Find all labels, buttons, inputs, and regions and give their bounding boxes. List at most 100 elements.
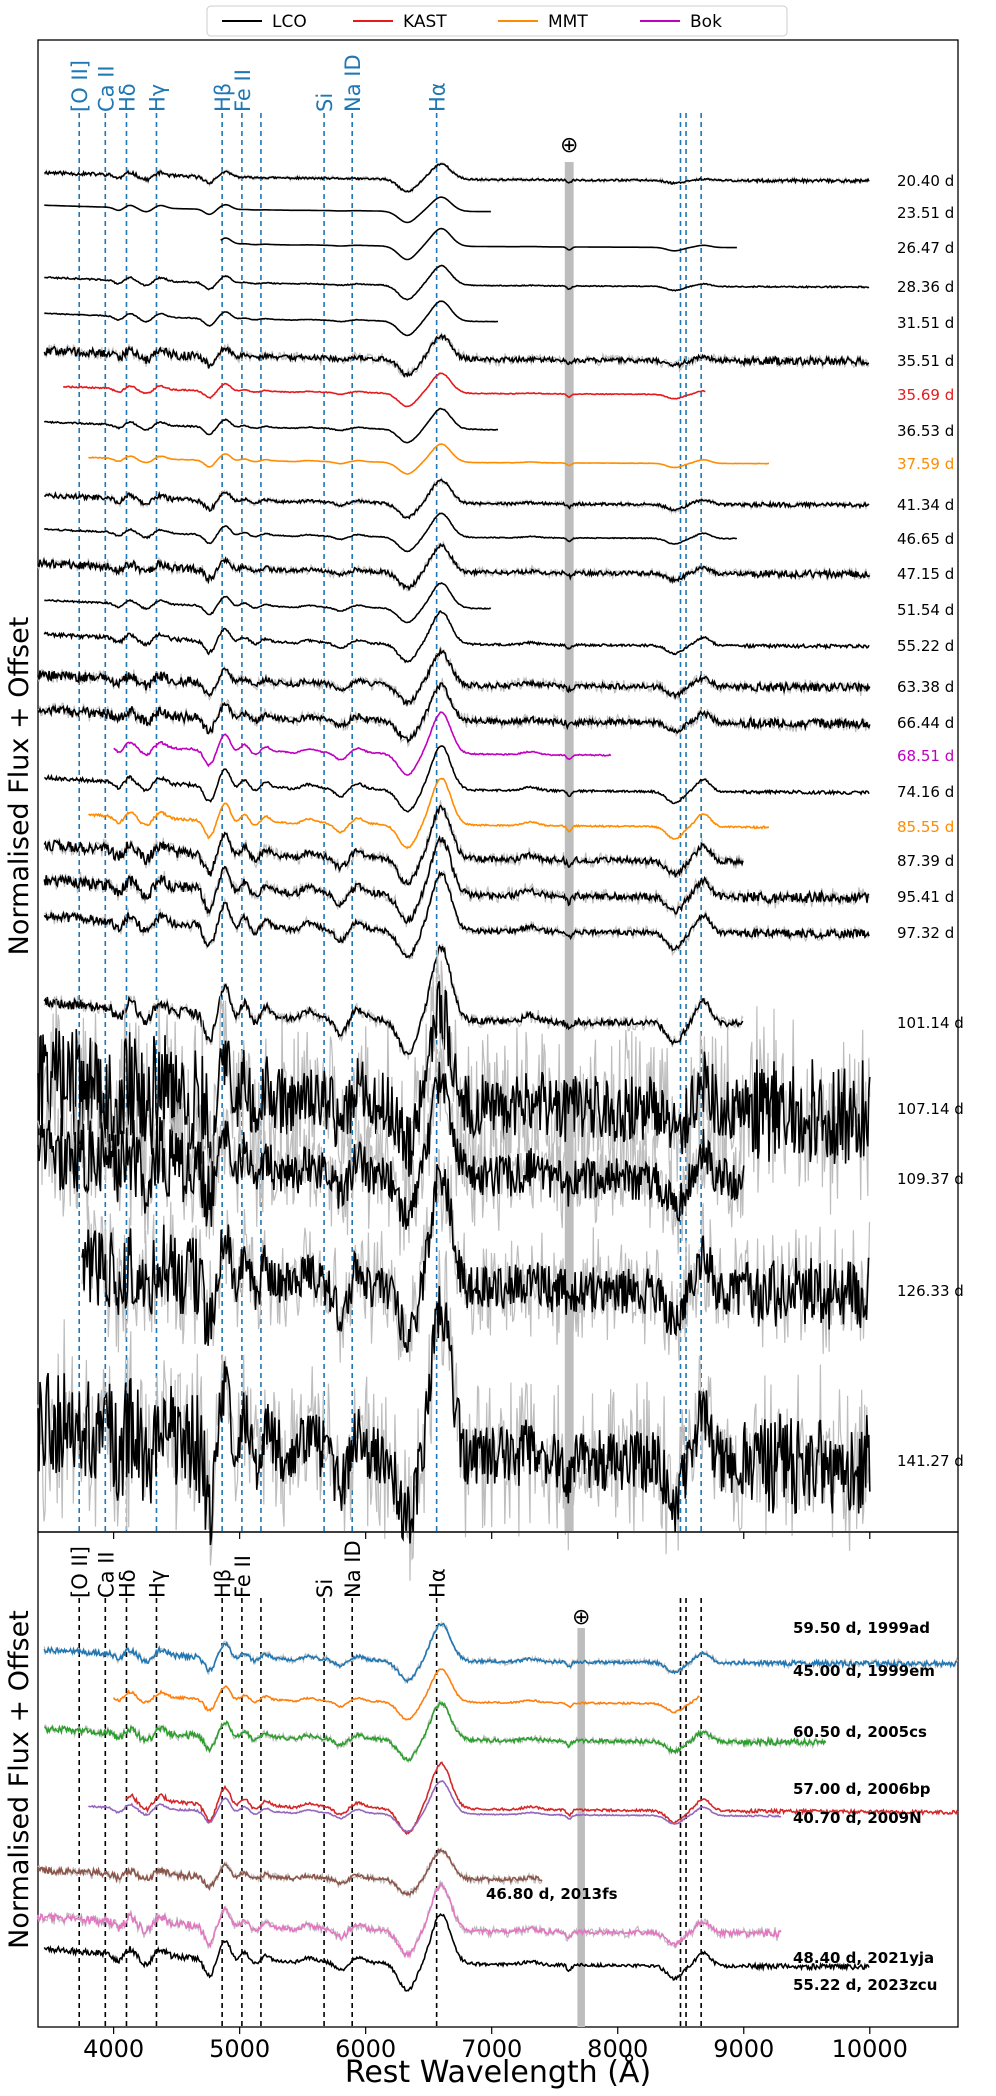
- telluric-symbol: ⊕: [572, 1605, 590, 1630]
- series-label: 31.51 d: [897, 314, 954, 332]
- line-label: Hγ: [145, 1570, 169, 1598]
- spectrum-line: [37, 1061, 745, 1230]
- series-label: 26.47 d: [897, 239, 954, 257]
- x-tick-label: 7000: [461, 2035, 522, 2063]
- series-label: 41.34 d: [897, 496, 954, 514]
- spectrum-line: [43, 834, 870, 925]
- spectrum-line: [112, 1668, 700, 1721]
- line-label: Hβ: [211, 83, 235, 112]
- spectrum-line: [87, 1779, 782, 1834]
- spectrum-line: [88, 777, 770, 850]
- spectrum-line: [43, 804, 744, 886]
- spectrum-line: [44, 196, 491, 224]
- series-label: 141.27 d: [897, 1452, 964, 1470]
- series-label: 85.55 d: [897, 818, 954, 836]
- line-label: Si: [313, 93, 337, 112]
- spectrum-line: [37, 1882, 782, 1960]
- telluric-band: [577, 1628, 585, 2027]
- x-axis-label: Rest Wavelength (Å): [345, 2054, 651, 2090]
- series-label: 59.50 d, 1999ad: [793, 1619, 930, 1637]
- spectrum-line: [44, 1701, 827, 1762]
- series-label: 55.22 d, 2023zcu: [793, 1976, 937, 1994]
- line-label: Si: [313, 1579, 337, 1598]
- line-label: Na ID: [341, 54, 365, 112]
- y-axis-label: Normalised Flux + Offset: [4, 617, 35, 956]
- spectrum-error: [44, 162, 870, 194]
- series-label: 51.54 d: [897, 601, 954, 619]
- spectrum-line: [37, 542, 871, 592]
- series-label: 48.40 d, 2021yja: [793, 1949, 934, 1967]
- x-tick-label: 10000: [832, 2035, 908, 2063]
- series-label: 55.22 d: [897, 637, 954, 655]
- spectrum-line: [43, 944, 744, 1056]
- x-tick-label: 9000: [713, 2035, 774, 2063]
- series-label: 28.36 d: [897, 278, 954, 296]
- spectrum-line: [43, 512, 738, 553]
- series-label: 109.37 d: [897, 1170, 964, 1188]
- spectrum-line: [88, 443, 769, 475]
- series-label: 66.44 d: [897, 714, 954, 732]
- line-label: Hδ: [115, 1569, 139, 1598]
- legend-item: MMT: [498, 12, 588, 32]
- series-label: 57.00 d, 2006bp: [793, 1780, 931, 1798]
- line-label: Na ID: [341, 1540, 365, 1598]
- series-label: 107.14 d: [897, 1100, 964, 1118]
- spectrum-line: [43, 870, 870, 959]
- spectrum-error: [43, 837, 870, 928]
- spectrum-line: [37, 980, 871, 1177]
- spectrum-error: [37, 1880, 782, 1959]
- spectrum-line: [43, 333, 870, 378]
- telluric-symbol: ⊕: [560, 133, 578, 158]
- spectrum-line: [125, 1761, 959, 1836]
- spectrum-line: [37, 682, 871, 744]
- telluric-band: [564, 162, 574, 1532]
- spectrum-line: [44, 264, 870, 301]
- line-label: Hβ: [211, 1569, 235, 1598]
- series-label: 46.65 d: [897, 530, 954, 548]
- spectrum-line: [113, 711, 612, 776]
- series-label: 46.80 d, 2013fs: [486, 1885, 618, 1903]
- spectrum-line: [43, 407, 498, 444]
- legend-label: Bok: [690, 12, 722, 32]
- line-label: Hδ: [115, 83, 139, 112]
- spectrum-line: [43, 1912, 870, 1992]
- spectrum-line: [44, 582, 492, 624]
- spectrum-line: [43, 745, 870, 813]
- series-label: 35.51 d: [897, 352, 954, 370]
- series-label: 63.38 d: [897, 678, 954, 696]
- line-label: Hγ: [145, 84, 169, 112]
- series-label: 97.32 d: [897, 924, 954, 942]
- y-axis-label: Normalised Flux + Offset: [4, 1610, 35, 1949]
- line-label: Ca II: [94, 65, 118, 112]
- x-tick-label: 6000: [335, 2035, 396, 2063]
- spectrum-line: [37, 1847, 543, 1897]
- spectrum-error: [43, 800, 744, 887]
- line-label: Fe II: [231, 1555, 255, 1598]
- series-label: 36.53 d: [897, 422, 954, 440]
- legend-frame: [206, 5, 788, 37]
- spectrum-line: [37, 646, 871, 707]
- panel-frame: [37, 1531, 959, 2028]
- x-tick-label: 5000: [209, 2035, 270, 2063]
- legend-label: KAST: [403, 12, 447, 32]
- x-tick-label: 8000: [587, 2035, 648, 2063]
- line-label: [O II]: [68, 1546, 92, 1598]
- legend-label: MMT: [548, 12, 588, 32]
- series-label: 45.00 d, 1999em: [793, 1662, 935, 1680]
- series-label: 37.59 d: [897, 455, 954, 473]
- spectrum-line: [220, 227, 737, 261]
- legend-item: Bok: [640, 12, 722, 32]
- series-label: 23.51 d: [897, 204, 954, 222]
- spectrum-line: [63, 372, 706, 408]
- x-tick-label: 4000: [83, 2035, 144, 2063]
- legend: LCO KAST MMT Bok: [206, 5, 788, 37]
- line-label: Ca II: [94, 1551, 118, 1598]
- spectrum-line: [43, 1622, 958, 1684]
- series-label: 95.41 d: [897, 888, 954, 906]
- spectrum-line: [43, 610, 870, 664]
- series-label: 47.15 d: [897, 565, 954, 583]
- spectrum-line: [37, 1285, 871, 1546]
